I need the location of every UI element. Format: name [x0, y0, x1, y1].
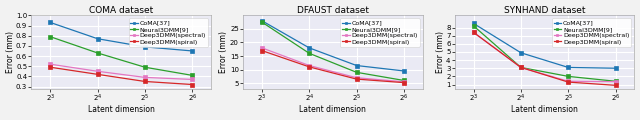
Line: Deep3DMM(spiral): Deep3DMM(spiral)	[49, 66, 194, 86]
Line: Deep3DMM(spectral): Deep3DMM(spectral)	[472, 31, 617, 83]
Line: Deep3DMM(spectral): Deep3DMM(spectral)	[49, 62, 194, 81]
Deep3DMM(spectral)	[93, 71, 101, 72]
Neural3DMM[9]	[93, 52, 101, 54]
Deep3DMM(spiral)	[564, 81, 572, 83]
Line: CoMA[37]: CoMA[37]	[260, 19, 406, 73]
Legend: CoMA[37], Neural3DMM[9], Deep3DMM(spectral), Deep3DMM(spiral): CoMA[37], Neural3DMM[9], Deep3DMM(spectr…	[340, 18, 420, 47]
Line: Deep3DMM(spiral): Deep3DMM(spiral)	[472, 31, 617, 87]
CoMA[37]	[612, 68, 620, 69]
Neural3DMM[9]	[612, 81, 620, 82]
CoMA[37]	[93, 38, 101, 39]
Deep3DMM(spiral)	[400, 82, 408, 83]
CoMA[37]	[470, 23, 477, 24]
CoMA[37]	[400, 70, 408, 72]
Deep3DMM(spiral)	[470, 32, 477, 33]
CoMA[37]	[188, 50, 196, 52]
CoMA[37]	[517, 52, 525, 54]
Title: COMA dataset: COMA dataset	[89, 6, 154, 15]
Line: Deep3DMM(spiral): Deep3DMM(spiral)	[260, 49, 406, 84]
Title: DFAUST dataset: DFAUST dataset	[297, 6, 369, 15]
Y-axis label: Error (mm): Error (mm)	[220, 31, 228, 73]
Neural3DMM[9]	[258, 21, 266, 23]
Legend: CoMA[37], Neural3DMM[9], Deep3DMM(spectral), Deep3DMM(spiral): CoMA[37], Neural3DMM[9], Deep3DMM(spectr…	[129, 18, 208, 47]
CoMA[37]	[258, 20, 266, 21]
X-axis label: Latent dimension: Latent dimension	[300, 105, 366, 114]
Deep3DMM(spiral)	[517, 67, 525, 68]
Neural3DMM[9]	[305, 53, 313, 54]
Deep3DMM(spiral)	[612, 85, 620, 86]
Neural3DMM[9]	[47, 36, 54, 37]
CoMA[37]	[141, 46, 148, 48]
Legend: CoMA[37], Neural3DMM[9], Deep3DMM(spectral), Deep3DMM(spiral): CoMA[37], Neural3DMM[9], Deep3DMM(spectr…	[552, 18, 631, 47]
Line: Neural3DMM[9]: Neural3DMM[9]	[472, 24, 617, 83]
Neural3DMM[9]	[517, 67, 525, 68]
Y-axis label: Error (mm): Error (mm)	[436, 31, 445, 73]
Deep3DMM(spiral)	[258, 50, 266, 51]
Deep3DMM(spiral)	[93, 74, 101, 75]
Neural3DMM[9]	[188, 75, 196, 76]
Deep3DMM(spectral)	[564, 81, 572, 82]
Deep3DMM(spiral)	[47, 66, 54, 68]
CoMA[37]	[305, 47, 313, 49]
Neural3DMM[9]	[470, 25, 477, 27]
Deep3DMM(spectral)	[517, 67, 525, 68]
Deep3DMM(spiral)	[141, 81, 148, 82]
Deep3DMM(spiral)	[305, 66, 313, 68]
CoMA[37]	[47, 22, 54, 23]
Title: SYNHAND dataset: SYNHAND dataset	[504, 6, 586, 15]
Line: CoMA[37]: CoMA[37]	[472, 22, 617, 70]
Deep3DMM(spectral)	[470, 32, 477, 33]
X-axis label: Latent dimension: Latent dimension	[88, 105, 155, 114]
Deep3DMM(spectral)	[47, 63, 54, 65]
Neural3DMM[9]	[141, 66, 148, 68]
Y-axis label: Error (mm): Error (mm)	[6, 31, 15, 73]
Deep3DMM(spiral)	[188, 84, 196, 85]
Neural3DMM[9]	[564, 76, 572, 77]
Line: CoMA[37]: CoMA[37]	[49, 21, 194, 53]
Line: Neural3DMM[9]: Neural3DMM[9]	[49, 35, 194, 77]
Deep3DMM(spectral)	[258, 47, 266, 49]
Deep3DMM(spectral)	[141, 77, 148, 78]
CoMA[37]	[564, 67, 572, 68]
Line: Deep3DMM(spectral): Deep3DMM(spectral)	[260, 46, 406, 84]
CoMA[37]	[353, 65, 360, 66]
Deep3DMM(spectral)	[400, 81, 408, 83]
X-axis label: Latent dimension: Latent dimension	[511, 105, 578, 114]
Line: Neural3DMM[9]: Neural3DMM[9]	[260, 20, 406, 82]
Neural3DMM[9]	[400, 80, 408, 81]
Deep3DMM(spectral)	[305, 65, 313, 66]
Deep3DMM(spectral)	[612, 81, 620, 82]
Neural3DMM[9]	[353, 72, 360, 73]
Deep3DMM(spectral)	[188, 79, 196, 80]
Deep3DMM(spiral)	[353, 78, 360, 80]
Deep3DMM(spectral)	[353, 77, 360, 78]
